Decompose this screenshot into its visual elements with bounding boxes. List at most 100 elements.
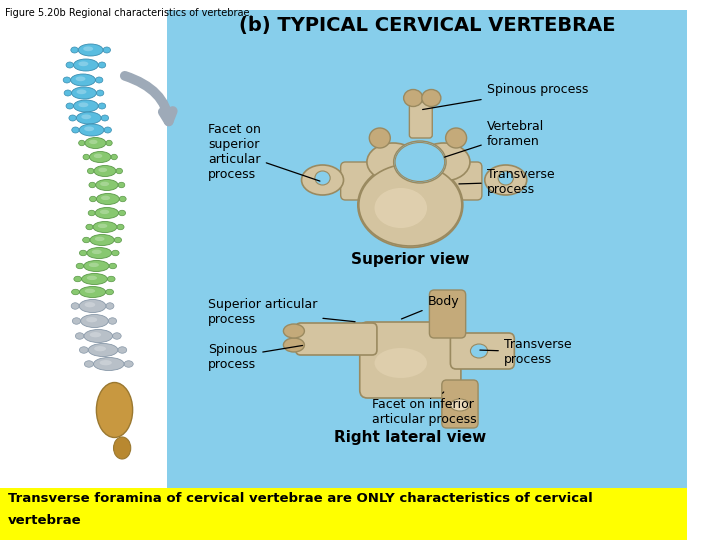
- Ellipse shape: [73, 59, 99, 71]
- Text: Superior view: Superior view: [351, 252, 469, 267]
- Ellipse shape: [83, 237, 90, 243]
- Ellipse shape: [99, 62, 106, 68]
- Ellipse shape: [76, 333, 84, 339]
- Ellipse shape: [315, 171, 330, 185]
- Ellipse shape: [114, 437, 131, 459]
- Text: (b) TYPICAL CERVICAL VERTEBRAE: (b) TYPICAL CERVICAL VERTEBRAE: [239, 16, 616, 35]
- Ellipse shape: [106, 289, 114, 295]
- Ellipse shape: [96, 382, 132, 437]
- Ellipse shape: [302, 165, 343, 195]
- Ellipse shape: [100, 181, 109, 186]
- Ellipse shape: [94, 165, 116, 177]
- Ellipse shape: [98, 224, 107, 228]
- Ellipse shape: [359, 164, 462, 246]
- Ellipse shape: [85, 289, 95, 293]
- Ellipse shape: [498, 171, 513, 185]
- Ellipse shape: [83, 154, 89, 160]
- Ellipse shape: [87, 168, 94, 174]
- Ellipse shape: [374, 188, 427, 228]
- Text: Body: Body: [402, 295, 459, 319]
- Ellipse shape: [395, 143, 445, 181]
- Ellipse shape: [84, 302, 95, 307]
- FancyBboxPatch shape: [442, 380, 478, 428]
- Ellipse shape: [89, 152, 111, 163]
- Ellipse shape: [95, 237, 104, 241]
- Ellipse shape: [71, 303, 79, 309]
- Text: Vertebral
foramen: Vertebral foramen: [444, 120, 544, 157]
- Ellipse shape: [72, 127, 79, 133]
- Ellipse shape: [76, 263, 84, 269]
- Ellipse shape: [84, 329, 112, 342]
- Ellipse shape: [71, 87, 96, 99]
- Ellipse shape: [94, 346, 106, 352]
- Ellipse shape: [96, 193, 120, 205]
- Text: Right lateral view: Right lateral view: [334, 430, 487, 445]
- Ellipse shape: [112, 333, 121, 339]
- Ellipse shape: [124, 361, 133, 367]
- Ellipse shape: [485, 165, 527, 195]
- Ellipse shape: [90, 234, 114, 246]
- Text: Facet on inferior
articular process: Facet on inferior articular process: [372, 392, 477, 426]
- Text: Spinous
process: Spinous process: [208, 343, 302, 371]
- Ellipse shape: [79, 250, 87, 256]
- Ellipse shape: [101, 195, 110, 200]
- Ellipse shape: [111, 154, 117, 160]
- Ellipse shape: [84, 361, 94, 367]
- Ellipse shape: [94, 154, 102, 158]
- Ellipse shape: [85, 138, 106, 148]
- Ellipse shape: [64, 90, 71, 96]
- Ellipse shape: [106, 140, 112, 146]
- Ellipse shape: [69, 115, 76, 121]
- Ellipse shape: [76, 76, 86, 81]
- Ellipse shape: [106, 303, 114, 309]
- Ellipse shape: [404, 90, 423, 106]
- Ellipse shape: [96, 179, 118, 191]
- Ellipse shape: [86, 276, 97, 280]
- Ellipse shape: [374, 348, 427, 378]
- Ellipse shape: [99, 168, 107, 172]
- Ellipse shape: [78, 103, 89, 107]
- Ellipse shape: [109, 263, 117, 269]
- FancyBboxPatch shape: [429, 290, 466, 338]
- Text: Facet on
superior
articular
process: Facet on superior articular process: [208, 123, 320, 181]
- Ellipse shape: [418, 143, 470, 181]
- Text: Figure 5.20b Regional characteristics of vertebrae.: Figure 5.20b Regional characteristics of…: [5, 8, 252, 18]
- Ellipse shape: [358, 163, 463, 247]
- Ellipse shape: [108, 318, 117, 324]
- Ellipse shape: [96, 90, 104, 96]
- Text: vertebrae: vertebrae: [8, 514, 81, 527]
- Ellipse shape: [63, 77, 71, 83]
- Ellipse shape: [369, 128, 390, 148]
- Ellipse shape: [81, 314, 108, 327]
- Ellipse shape: [470, 344, 487, 358]
- Ellipse shape: [89, 183, 96, 188]
- Ellipse shape: [100, 210, 109, 214]
- Ellipse shape: [116, 168, 122, 174]
- Ellipse shape: [99, 360, 112, 365]
- Ellipse shape: [76, 90, 86, 94]
- Ellipse shape: [86, 224, 93, 230]
- Ellipse shape: [96, 77, 103, 83]
- Text: Transverse foramina of cervical vertebrae are ONLY characteristics of cervical: Transverse foramina of cervical vertebra…: [8, 492, 593, 505]
- Ellipse shape: [446, 128, 467, 148]
- Ellipse shape: [422, 90, 441, 106]
- Ellipse shape: [451, 399, 469, 411]
- Ellipse shape: [66, 103, 73, 109]
- Ellipse shape: [112, 250, 119, 256]
- FancyBboxPatch shape: [341, 162, 377, 200]
- Ellipse shape: [71, 47, 78, 53]
- Ellipse shape: [72, 318, 81, 324]
- Ellipse shape: [114, 237, 122, 243]
- Ellipse shape: [66, 62, 73, 68]
- Ellipse shape: [104, 127, 112, 133]
- FancyArrowPatch shape: [125, 76, 173, 122]
- Ellipse shape: [78, 140, 85, 146]
- Ellipse shape: [372, 178, 429, 222]
- Polygon shape: [0, 488, 687, 540]
- Ellipse shape: [76, 112, 101, 124]
- Ellipse shape: [117, 224, 124, 230]
- Ellipse shape: [73, 100, 99, 112]
- Ellipse shape: [78, 44, 103, 56]
- FancyBboxPatch shape: [360, 322, 461, 398]
- Ellipse shape: [93, 221, 117, 233]
